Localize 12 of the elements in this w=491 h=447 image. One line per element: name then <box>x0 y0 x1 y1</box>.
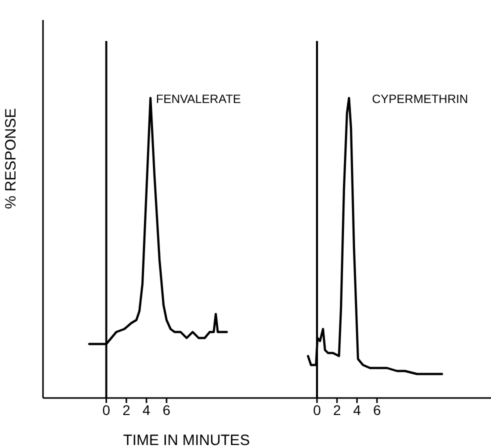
x-axis-title: TIME IN MINUTES <box>123 432 250 447</box>
x-tick-label: 2 <box>333 402 342 418</box>
annotation: FENVALERATE <box>156 92 241 106</box>
x-tick-label: 6 <box>373 402 382 418</box>
x-tick-label: 6 <box>162 402 171 418</box>
x-tick-label: 0 <box>313 402 322 418</box>
y-axis-title: % RESPONSE <box>2 108 20 209</box>
annotation: CYPERMETHRIN <box>372 92 468 106</box>
x-tick-label: 4 <box>142 402 151 418</box>
x-tick-label: 2 <box>122 402 130 418</box>
x-tick-label: 4 <box>353 402 362 418</box>
x-tick-label: 0 <box>102 402 110 418</box>
